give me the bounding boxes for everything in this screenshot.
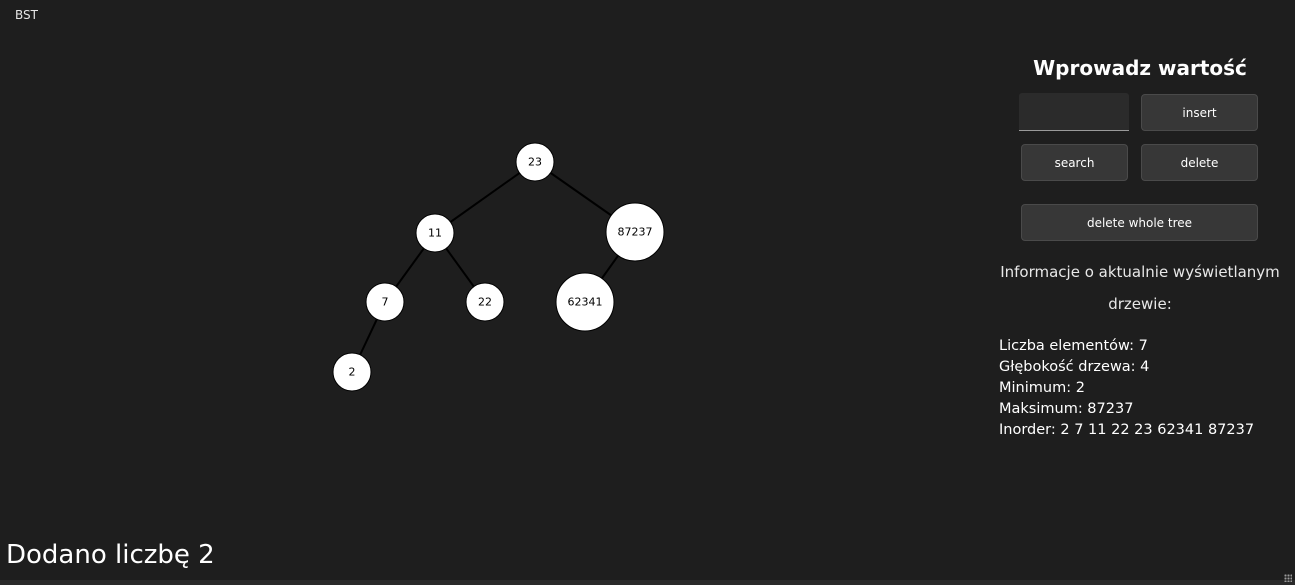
minimum-value: Minimum: 2 — [999, 380, 1085, 396]
tree-node-circle — [605, 202, 665, 262]
tree-node-circle — [332, 352, 372, 392]
maximum-value: Maksimum: 87237 — [999, 401, 1134, 417]
tree-node: 23 — [515, 142, 555, 182]
tree-node-label: 22 — [478, 296, 492, 309]
tree-node: 7 — [365, 282, 405, 322]
tree-node: 87237 — [605, 202, 665, 262]
inorder-traversal: Inorder: 2 7 11 22 23 62341 87237 — [999, 422, 1255, 438]
tree-node-label: 62341 — [568, 296, 603, 309]
tree-node-circle — [365, 282, 405, 322]
tree-stats: Liczba elementów: 7 Głębokość drzewa: 4 … — [999, 336, 1254, 441]
tree-node-label: 87237 — [618, 226, 653, 239]
tree-node-circle — [465, 282, 505, 322]
element-count: Liczba elementów: 7 — [999, 338, 1148, 354]
tree-node-circle — [415, 213, 455, 253]
insert-button[interactable]: insert — [1141, 94, 1258, 131]
panel-title: Wprowadz wartość — [1033, 56, 1247, 80]
tree-node: 11 — [415, 213, 455, 253]
tree-node-label: 23 — [528, 156, 542, 169]
tree-node-label: 11 — [428, 227, 442, 240]
info-heading-line1: Informacje o aktualnie wyświetlanym — [1000, 263, 1280, 281]
window-bottom-bar — [0, 580, 1295, 585]
status-message: Dodano liczbę 2 — [6, 540, 215, 570]
value-input[interactable] — [1019, 93, 1129, 131]
tree-node-circle — [555, 272, 615, 332]
tree-depth: Głębokość drzewa: 4 — [999, 359, 1150, 375]
tree-node: 22 — [465, 282, 505, 322]
tree-node-label: 7 — [382, 296, 389, 309]
tree-node-label: 2 — [349, 366, 356, 379]
tree-edge — [434, 161, 536, 234]
search-button[interactable]: search — [1021, 144, 1128, 181]
resize-grip-icon[interactable] — [1284, 574, 1292, 582]
tree-node: 2 — [332, 352, 372, 392]
delete-button[interactable]: delete — [1141, 144, 1258, 181]
window-title: BST — [15, 8, 38, 22]
tree-node-circle — [515, 142, 555, 182]
tree-node: 62341 — [555, 272, 615, 332]
info-heading-line2: drzewie: — [1108, 295, 1172, 313]
delete-whole-tree-button[interactable]: delete whole tree — [1021, 204, 1258, 241]
tree-canvas: 23 11 87237 7 22 62341 2 — [332, 142, 665, 392]
info-heading: Informacje o aktualnie wyświetlanym drze… — [1000, 256, 1280, 320]
